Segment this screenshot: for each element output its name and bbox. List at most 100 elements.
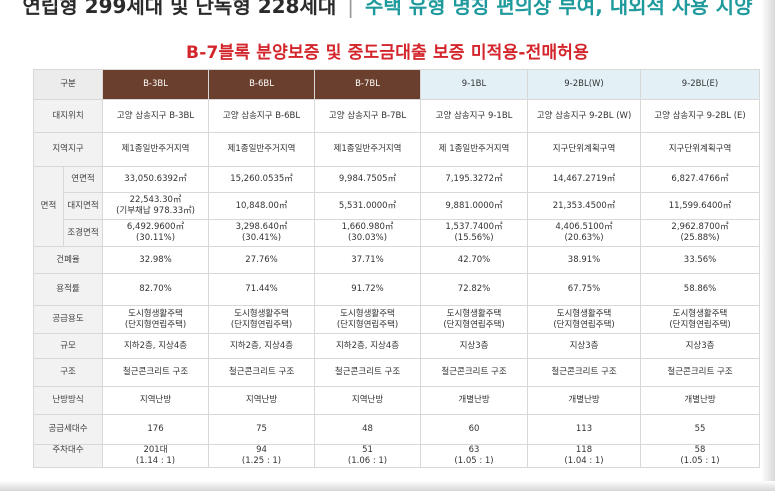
cell-value: 도시형생활주택 [556, 308, 612, 319]
cell-sub: (단지형연립주택) [230, 319, 293, 330]
cell-value: 도시형생활주택 [128, 308, 183, 319]
table-cell: 113 [527, 414, 642, 445]
table-cell: 58.86% [640, 273, 761, 306]
table-cell: 7,195.3272㎡ [420, 166, 529, 193]
table-cell: 55 [640, 414, 761, 445]
cell-value: 6,492.9600㎡ [126, 222, 185, 232]
table-cell: 철근콘크리트 구조 [314, 358, 422, 387]
table-cell: 75 [208, 414, 316, 445]
table-row-zone: 지역지구 제1종일반주거지역 제1종일반주거지역 제1종일반주거지역 제 1종일… [32, 132, 761, 167]
table-row-households: 공급세대수 176 75 48 60 113 55 [32, 414, 761, 445]
headline-units: 연립형 299세대 및 단독형 228세대 | 주택 유형 명칭 편의상 부여,… [0, 0, 775, 20]
row-label: 공급용도 [32, 305, 104, 334]
cell-sub: (단지형연립주택) [443, 319, 505, 330]
cell-ratio: (30.11%) [135, 233, 176, 243]
row-label: 연면적 [62, 166, 104, 193]
table-cell: 1,537.7400㎡ (15.56%) [420, 219, 529, 247]
cell-value: 118 [575, 445, 593, 456]
table-cell: 27.76% [208, 246, 316, 274]
table-cell: 지하2층, 지상4층 [208, 333, 316, 359]
cell-ratio: (1.25 : 1) [241, 456, 282, 466]
table-row-coverage: 건폐율 32.98% 27.76% 37.71% 42.70% 38.91% 3… [32, 246, 761, 274]
table-cell: 71.44% [208, 273, 316, 306]
table-cell: 도시형생활주택 (단지형연립주택) [640, 305, 761, 334]
cell-value: 63 [468, 445, 480, 456]
table-cell: 33,050.6392㎡ [102, 166, 210, 193]
table-cell: 15,260.0535㎡ [208, 166, 316, 193]
table-cell: 지상3층 [640, 333, 761, 359]
table-cell: 67.75% [527, 273, 642, 306]
table-row-parking: 주차대수 201대 (1.14 : 1) 94 (1.25 : 1) 51 (1.06… [32, 444, 761, 468]
table-cell: 4,406.5100㎡ (20.63%) [527, 219, 642, 247]
table-cell: 철근콘크리트 구조 [208, 358, 316, 387]
cell-value: 22,543.30㎡ [129, 195, 182, 205]
col-header-9-2e: 9-2BL(E) [640, 69, 761, 100]
cell-ratio: (30.41%) [241, 233, 282, 243]
cell-sub: (단지형연립주택) [336, 319, 399, 330]
headline-separator: | [347, 0, 354, 18]
table-cell: 고양 삼송지구 9-1BL [420, 99, 529, 133]
cell-value: 도시형생활주택 [446, 308, 502, 319]
table-cell: 도시형생활주택 (단지형연립주택) [314, 305, 422, 334]
row-label: 공급세대수 [32, 414, 104, 445]
table-cell: 2,962.8700㎡ (25.88%) [640, 219, 761, 247]
headline-units-right: 주택 유형 명칭 편의상 부여, 내외적 사용 지양 [364, 0, 753, 18]
col-header-9-1: 9-1BL [420, 69, 529, 100]
table-cell: 고양 삼송지구 B-3BL [102, 99, 210, 133]
table-cell: 제1종일반주거지역 [208, 132, 316, 167]
cell-note: (기부채납 978.33㎡) [116, 206, 195, 216]
table-cell: 63 (1.05 : 1) [420, 444, 529, 468]
table-cell: 철근콘크리트 구조 [527, 358, 642, 387]
table-row-landscape-area: 조경면적 6,492.9600㎡ (30.11%) 3,298.640㎡ (30.4… [34, 219, 761, 247]
row-label: 난방방식 [32, 386, 104, 415]
row-label: 조경면적 [62, 219, 104, 247]
table-cell: 10,848.00㎡ [208, 192, 316, 220]
cell-ratio: (1.05 : 1) [454, 456, 494, 466]
table-row-structure: 구조 철근콘크리트 구조 철근콘크리트 구조 철근콘크리트 구조 철근콘크리트 … [32, 358, 761, 387]
table-cell: 72.82% [420, 273, 529, 306]
table-row-total-area: 면적 연면적 33,050.6392㎡ 15,260.0535㎡ 9,984.7… [33, 166, 761, 247]
table-cell: 지구단위계획구역 [640, 132, 761, 167]
cell-sub: (단지형연립주택) [124, 319, 187, 330]
table-cell: 제 1종일반주거지역 [420, 132, 529, 167]
table-cell: 1,660.980㎡ (30.03%) [314, 219, 422, 247]
header-corner: 구분 [32, 69, 104, 100]
table-cell: 11,599.6400㎡ [640, 192, 761, 220]
table-header-row: 구분 B-3BL B-6BL B-7BL 9-1BL 9-2BL(W) 9-2B… [32, 69, 761, 100]
col-header-9-2w: 9-2BL(W) [527, 69, 642, 100]
row-label: 규모 [32, 333, 104, 359]
table-row-far: 용적률 82.70% 71.44% 91.72% 72.82% 67.75% 5… [32, 273, 761, 306]
table-cell: 201대 (1.14 : 1) [102, 444, 210, 468]
row-label: 대지면적 [62, 192, 104, 220]
cell-value: 도시형생활주택 [234, 308, 289, 319]
table-cell: 지구단위계획구역 [527, 132, 642, 167]
table-cell: 고양 삼송지구 9-2BL (W) [527, 99, 642, 133]
col-header-b3: B-3BL [102, 69, 210, 100]
table-cell: 58 (1.05 : 1) [640, 444, 761, 468]
table-cell: 지하2층, 지상4층 [314, 333, 422, 359]
cell-ratio: (1.06 : 1) [347, 456, 388, 466]
table-cell: 82.70% [102, 273, 210, 306]
table-cell: 지역난방 [102, 386, 210, 415]
col-header-b7: B-7BL [314, 69, 422, 100]
row-label: 주차대수 [32, 444, 104, 468]
row-group-label-area: 면적 [33, 166, 64, 247]
table-cell: 개별난방 [420, 386, 529, 415]
cell-value: 2,962.8700㎡ [671, 222, 729, 232]
table-cell: 고양 삼송지구 9-2BL (E) [640, 99, 761, 133]
headline-guarantee: B-7블록 분양보증 및 중도금대출 보증 미적용-전매허용 [186, 43, 589, 63]
table-cell: 5,531.0000㎡ [314, 192, 422, 220]
cell-value: 도시형생활주택 [672, 308, 728, 319]
table-cell: 37.71% [314, 246, 422, 274]
table-cell: 51 (1.06 : 1) [314, 444, 422, 468]
cell-ratio: (1.04 : 1) [564, 456, 604, 466]
cell-sub: (단지형연립주택) [669, 319, 731, 330]
table-cell: 60 [420, 414, 529, 445]
table-row-location: 대지위치 고양 삼송지구 B-3BL 고양 삼송지구 B-6BL 고양 삼송지구… [32, 99, 761, 133]
table-cell: 33.56% [640, 246, 761, 274]
table-cell: 도시형생활주택 (단지형연립주택) [420, 305, 529, 334]
table-cell: 도시형생활주택 (단지형연립주택) [102, 305, 210, 334]
table-cell: 지하2층, 지상4층 [102, 333, 210, 359]
cell-value: 1,660.980㎡ [341, 222, 394, 232]
